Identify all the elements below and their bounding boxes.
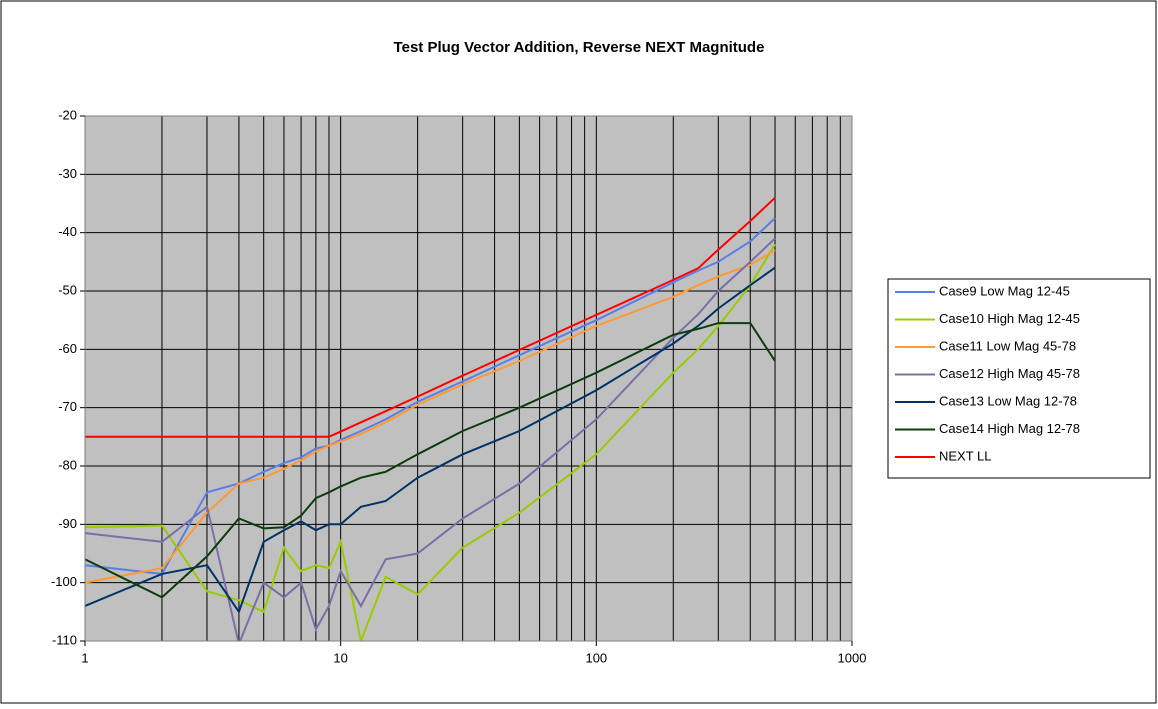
y-tick-label: -80 xyxy=(58,457,77,472)
legend-label: Case13 Low Mag 12-78 xyxy=(939,393,1077,408)
series-line xyxy=(85,237,776,641)
series-line xyxy=(85,217,776,575)
legend-label: Case12 High Mag 45-78 xyxy=(939,366,1080,381)
y-tick-label: -90 xyxy=(58,516,77,531)
legend-label: Case14 High Mag 12-78 xyxy=(939,421,1080,436)
x-tick-label: 1000 xyxy=(838,650,867,665)
x-tick-label: 100 xyxy=(585,650,607,665)
y-tick-label: -30 xyxy=(58,166,77,181)
y-tick-label: -100 xyxy=(51,574,77,589)
series-line xyxy=(85,322,776,599)
y-tick-label: -70 xyxy=(58,399,77,414)
x-tick-label: 10 xyxy=(333,650,347,665)
legend-entries: Case9 Low Mag 12-45 Case10 High Mag 12-45… xyxy=(895,283,1080,463)
y-tick-label: -60 xyxy=(58,341,77,356)
x-tick-label: 1 xyxy=(81,650,88,665)
y-tick-label: -50 xyxy=(58,282,77,297)
y-tick-label: -40 xyxy=(58,224,77,239)
series-lines xyxy=(85,196,776,641)
plot-border xyxy=(84,115,853,642)
series-line xyxy=(85,249,776,584)
legend-label: Case10 High Mag 12-45 xyxy=(939,311,1080,326)
legend-label: NEXT LL xyxy=(939,448,992,463)
y-tick-label: -20 xyxy=(58,107,77,122)
series-line xyxy=(85,243,776,641)
legend-label: Case9 Low Mag 12-45 xyxy=(939,283,1070,298)
legend-label: Case11 Low Mag 45-78 xyxy=(939,338,1076,353)
legend xyxy=(887,278,1151,479)
y-tick-label: -110 xyxy=(52,632,77,647)
chart-title: Test Plug Vector Addition, Reverse NEXT … xyxy=(394,39,765,56)
series-line xyxy=(85,196,776,438)
